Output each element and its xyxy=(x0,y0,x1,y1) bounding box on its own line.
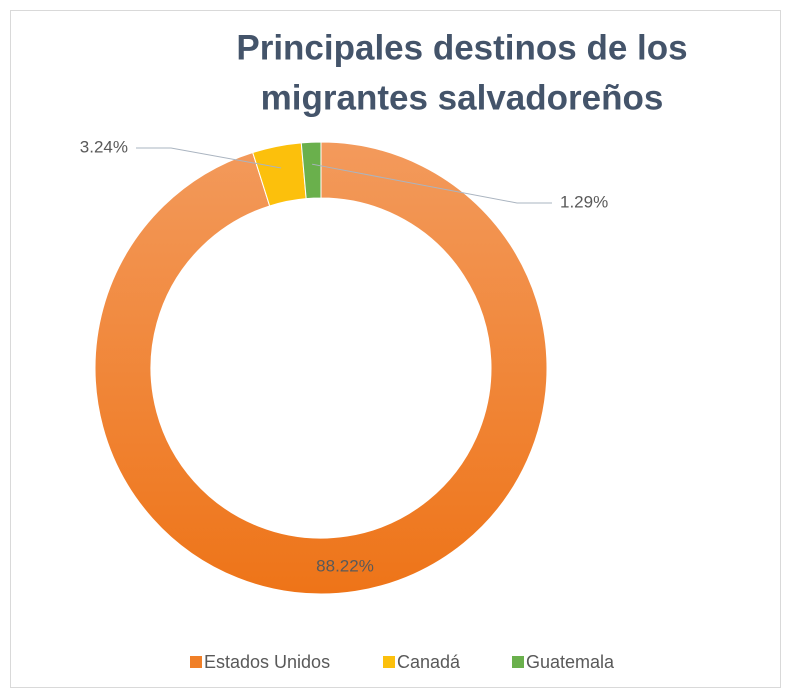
leader-line xyxy=(311,163,552,204)
legend-swatch xyxy=(383,656,395,668)
data-label: 3.24% xyxy=(80,137,128,156)
legend-swatch xyxy=(190,656,202,668)
donut-slice xyxy=(300,141,322,200)
legend-label: Estados Unidos xyxy=(204,652,330,672)
leader-line xyxy=(136,147,282,169)
legend-label: Guatemala xyxy=(526,652,615,672)
legend-swatch xyxy=(512,656,524,668)
data-label: 1.29% xyxy=(560,192,608,211)
donut-slice xyxy=(94,141,548,595)
chart-title: migrantes salvadoreños xyxy=(261,78,664,117)
data-label: 88.22% xyxy=(316,556,374,575)
chart-title: Principales destinos de los xyxy=(236,28,687,67)
legend-label: Canadá xyxy=(397,652,461,672)
